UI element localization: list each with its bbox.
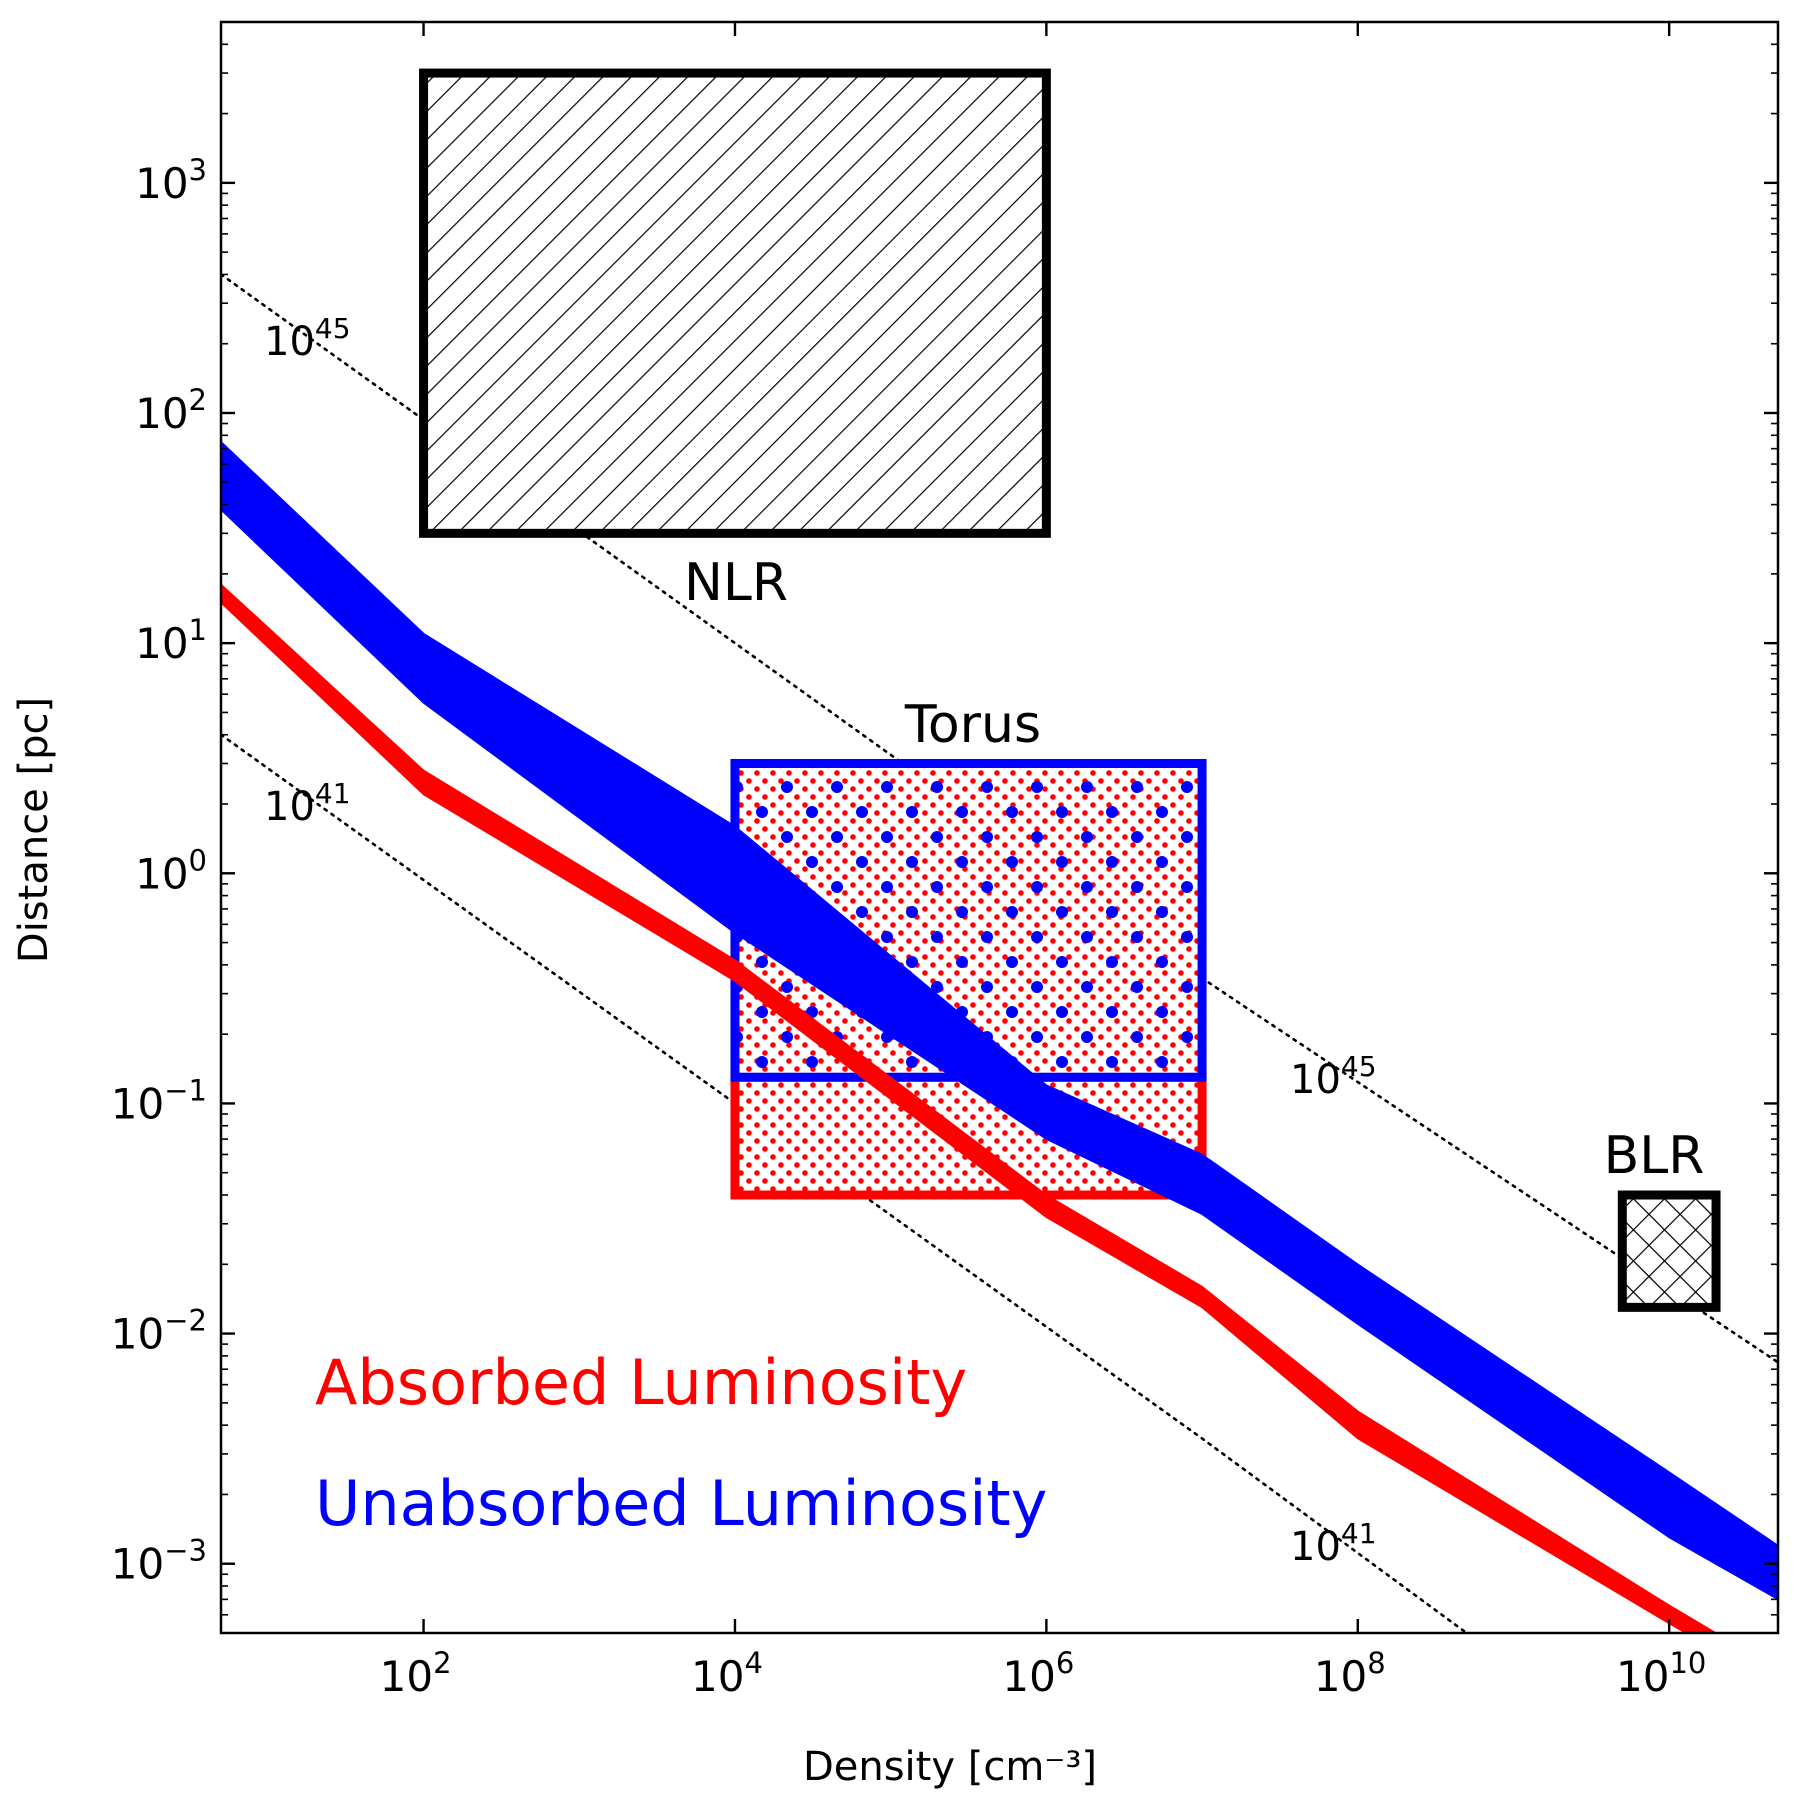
y-tick-label-base: 10 <box>111 1540 164 1589</box>
x-tick-label-exponent: 4 <box>744 1646 762 1680</box>
y-tick-label-exponent: 2 <box>189 383 207 417</box>
axes: 102 104 106 108 1010 10−310−210−110010110210… <box>11 20 1780 1790</box>
blr-label: BLR <box>1604 1126 1705 1186</box>
y-tick-label: 10−1 <box>111 1073 207 1128</box>
y-tick-label: 10−3 <box>111 1534 207 1589</box>
isoline-label-45-lower: 1045 <box>1290 1050 1377 1103</box>
x-tick-label-base: 10 <box>1314 1652 1367 1701</box>
y-tick-label-base: 10 <box>135 849 188 898</box>
y-tick-label: 103 <box>135 153 207 208</box>
x-tick-label: 108 <box>1314 1646 1386 1701</box>
x-tick-label: 1010 <box>1616 1646 1706 1701</box>
region-nlr-fill-0 <box>423 73 1047 534</box>
nlr-label: NLR <box>684 553 788 613</box>
x-tick-label-exponent: 6 <box>1056 1646 1074 1680</box>
luminosity-bands <box>221 440 1778 1633</box>
y-tick-label-base: 10 <box>111 1310 164 1359</box>
region-blr-fill-0 <box>1622 1195 1717 1308</box>
isoline-label-41-upper: 1041 <box>264 777 351 830</box>
y-tick-label: 10−2 <box>111 1304 207 1359</box>
legend: Absorbed Luminosity Unabsorbed Luminosit… <box>315 1346 1047 1540</box>
region-labels: NLR Torus BLR <box>684 553 1704 1186</box>
x-axis-tick-labels: 102 104 106 108 1010 <box>380 1646 1707 1701</box>
x-tick-label-base: 10 <box>1002 1652 1055 1701</box>
x-tick-label: 102 <box>380 1646 452 1701</box>
band-unabsorbed-luminosity <box>221 440 1778 1601</box>
region-nlr-outline <box>419 68 1051 538</box>
isoline-label-41-lower: 1041 <box>1290 1517 1377 1570</box>
isoline-41 <box>221 733 1468 1633</box>
x-tick-label: 104 <box>691 1646 763 1701</box>
plot-frame <box>219 20 1780 1635</box>
plot-area <box>221 68 1778 1633</box>
x-tick-label-base: 10 <box>691 1652 744 1701</box>
x-axis-title: Density [cm⁻³] <box>803 1744 1097 1790</box>
y-tick-label-base: 10 <box>135 159 188 208</box>
y-axis-ticks <box>221 21 1778 1634</box>
y-tick-label-base: 10 <box>135 389 188 438</box>
x-tick-label-base: 10 <box>380 1652 433 1701</box>
x-tick-label-exponent: 10 <box>1669 1646 1706 1680</box>
y-tick-label-base: 10 <box>135 619 188 668</box>
y-tick-label: 100 <box>135 843 207 898</box>
y-tick-label: 102 <box>135 383 207 438</box>
y-tick-label-exponent: −2 <box>164 1304 207 1338</box>
legend-unabsorbed: Unabsorbed Luminosity <box>315 1467 1047 1540</box>
y-tick-label-exponent: 3 <box>189 153 207 187</box>
isoline-labels: 1045 1045 1041 1041 <box>264 312 1377 1570</box>
x-tick-label: 106 <box>1002 1646 1074 1701</box>
x-tick-label-exponent: 8 <box>1367 1646 1385 1680</box>
x-tick-label-exponent: 2 <box>433 1646 451 1680</box>
x-axis-ticks <box>422 22 1671 1633</box>
y-tick-label-exponent: −3 <box>164 1534 207 1568</box>
y-axis-title: Distance [pc] <box>11 697 57 963</box>
band-absorbed-luminosity <box>221 583 1717 1633</box>
y-tick-label-exponent: −1 <box>164 1073 207 1107</box>
isoline-label-45-upper: 1045 <box>264 312 351 365</box>
x-tick-label-base: 10 <box>1616 1652 1669 1701</box>
region-blr-outline <box>1617 1190 1721 1312</box>
y-tick-label-exponent: 1 <box>189 613 207 647</box>
y-tick-label-base: 10 <box>111 1079 164 1128</box>
y-tick-label-exponent: 0 <box>189 843 207 877</box>
legend-absorbed: Absorbed Luminosity <box>315 1346 967 1419</box>
y-tick-label: 101 <box>135 613 207 668</box>
torus-label: Torus <box>904 695 1041 755</box>
